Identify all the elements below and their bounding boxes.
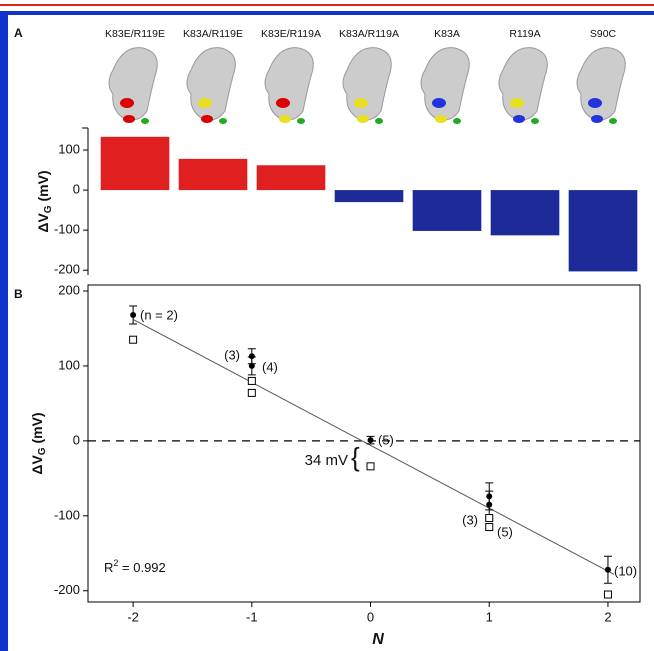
site — [531, 118, 539, 124]
site — [219, 118, 227, 124]
category-label: R119A — [509, 28, 540, 40]
category-label: K83A/R119A — [339, 28, 399, 40]
bar — [491, 190, 560, 235]
label-unit: (mV) — [29, 412, 45, 447]
annotation: (3) — [462, 512, 478, 527]
annotation: (4) — [262, 359, 278, 374]
site — [432, 98, 446, 108]
category-label: K83E/R119E — [105, 28, 165, 40]
site — [453, 118, 461, 124]
bar — [335, 190, 404, 202]
data-point — [248, 389, 255, 396]
x-tick-label: 0 — [367, 609, 374, 624]
top-rule — [0, 4, 654, 6]
r-rest: = 0.992 — [118, 560, 165, 575]
site — [513, 115, 525, 123]
site — [510, 98, 524, 108]
bar — [413, 190, 482, 231]
r-main: R — [104, 560, 113, 575]
category-label: K83A/R119E — [183, 28, 243, 40]
site — [297, 118, 305, 124]
y-tick-label: 0 — [73, 432, 80, 447]
site — [279, 115, 291, 123]
site — [123, 115, 135, 123]
data-point — [249, 363, 255, 369]
bar — [179, 159, 248, 190]
frame-top — [0, 11, 654, 15]
bar — [257, 165, 326, 190]
site — [201, 115, 213, 123]
data-point — [486, 502, 492, 508]
site — [141, 118, 149, 124]
site — [276, 98, 290, 108]
annotation: (5) — [378, 432, 394, 447]
category-label: K83A — [434, 28, 460, 40]
bar — [101, 137, 170, 190]
site — [198, 98, 212, 108]
y-tick-label: 200 — [58, 282, 80, 297]
data-point — [486, 524, 493, 531]
site — [120, 98, 134, 108]
data-point — [248, 377, 255, 384]
site — [588, 98, 602, 108]
brace: { — [351, 442, 360, 472]
bar — [569, 190, 638, 271]
y-tick-label: -200 — [54, 582, 80, 597]
data-point — [130, 336, 137, 343]
figure: A B -200-1000100ΔVG (mV)K83E/R119EK83A/R… — [0, 0, 654, 651]
data-point — [368, 437, 374, 443]
label-main: ΔV — [35, 213, 51, 233]
annotation: (3) — [224, 347, 240, 362]
label-main: ΔV — [29, 455, 45, 475]
label-unit: (mV) — [35, 170, 51, 205]
x-tick-label: 1 — [486, 609, 493, 624]
site — [435, 115, 447, 123]
x-tick-label: -1 — [246, 609, 258, 624]
site — [375, 118, 383, 124]
x-tick-label: 2 — [604, 609, 611, 624]
y-tick-label: 100 — [58, 357, 80, 372]
category-label: K83E/R119A — [261, 28, 321, 40]
panel-letter: A — [14, 26, 23, 40]
x-tick-label: -2 — [127, 609, 139, 624]
annotation: (10) — [614, 563, 637, 578]
y-tick-label: -200 — [54, 262, 80, 277]
x-axis-label: N — [372, 631, 384, 648]
y-tick-label: -100 — [54, 507, 80, 522]
site — [357, 115, 369, 123]
data-point — [604, 591, 611, 598]
page: A B -200-1000100ΔVG (mV)K83E/R119EK83A/R… — [0, 0, 654, 651]
site — [354, 98, 368, 108]
y-tick-label: 0 — [73, 182, 80, 197]
frame-left — [0, 11, 8, 651]
r-squared: R2 = 0.992 — [104, 558, 166, 575]
data-point — [367, 463, 374, 470]
site — [609, 118, 617, 124]
annotation: (5) — [497, 524, 513, 539]
annotation: 34 mV — [305, 452, 348, 469]
y-tick-label: -100 — [54, 222, 80, 237]
data-point — [605, 567, 611, 573]
y-tick-label: 100 — [58, 141, 80, 156]
category-label: S90C — [590, 28, 617, 40]
background — [0, 0, 654, 651]
data-point — [486, 515, 493, 522]
panel-letter: B — [14, 287, 23, 301]
data-point — [130, 312, 136, 318]
site — [591, 115, 603, 123]
annotation: (n = 2) — [140, 307, 178, 322]
